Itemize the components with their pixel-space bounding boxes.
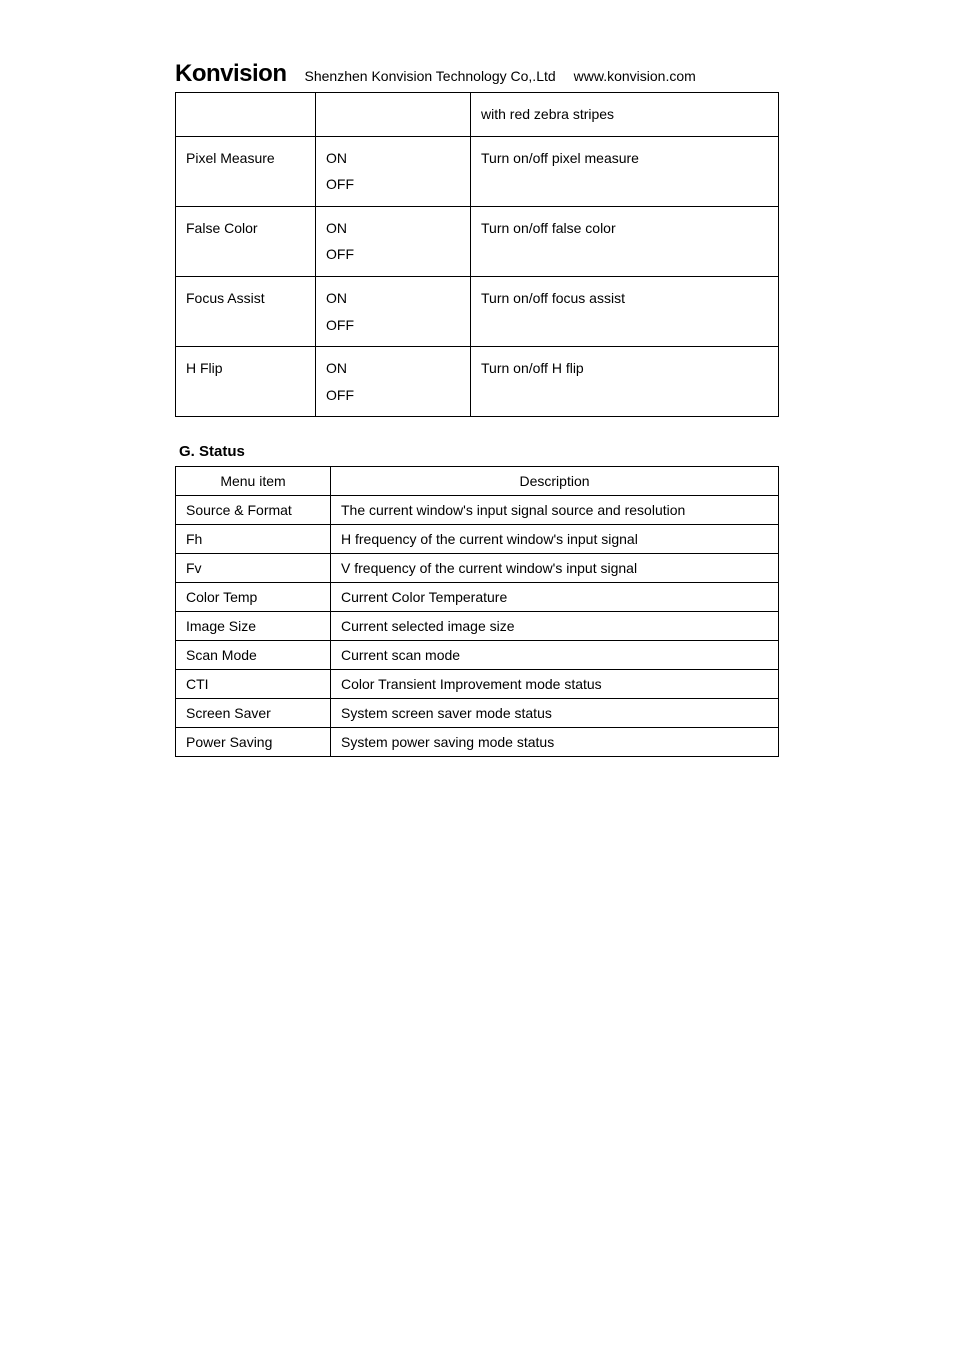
status-table-header-desc: Description (331, 467, 779, 496)
options-table-menu-cell: Pixel Measure (176, 136, 316, 206)
options-table-options-cell: ON OFF (316, 136, 471, 206)
status-table-menu-cell: Source & Format (176, 496, 331, 525)
options-table-desc-cell: Turn on/off focus assist (471, 276, 779, 346)
status-table-desc-cell: System power saving mode status (331, 728, 779, 757)
options-table-menu-cell: False Color (176, 206, 316, 276)
section-title-status: G. Status (179, 443, 779, 460)
options-table-desc-cell: Turn on/off pixel measure (471, 136, 779, 206)
status-table-desc-cell: Current selected image size (331, 612, 779, 641)
status-table-menu-cell: Power Saving (176, 728, 331, 757)
options-table-options-cell: ON OFF (316, 276, 471, 346)
status-table-desc-cell: V frequency of the current window's inpu… (331, 554, 779, 583)
status-table-menu-cell: Scan Mode (176, 641, 331, 670)
options-table-options-cell: ON OFF (316, 206, 471, 276)
status-table-desc-cell: Color Transient Improvement mode status (331, 670, 779, 699)
status-table-menu-cell: Fv (176, 554, 331, 583)
options-table-menu-cell (176, 93, 316, 136)
options-table-options-cell: ON OFF (316, 347, 471, 417)
options-table-menu-cell: H Flip (176, 347, 316, 417)
status-table-desc-cell: Current Color Temperature (331, 583, 779, 612)
company-name: Shenzhen Konvision Technology Co,.Ltd (305, 68, 556, 84)
status-table-desc-cell: H frequency of the current window's inpu… (331, 525, 779, 554)
status-table-menu-cell: CTI (176, 670, 331, 699)
status-table-menu-cell: Screen Saver (176, 699, 331, 728)
options-table-options-cell (316, 93, 471, 136)
logo: Konvision (175, 60, 287, 88)
options-table: with red zebra stripesPixel MeasureON OF… (175, 93, 779, 417)
status-table-menu-cell: Fh (176, 525, 331, 554)
options-table-desc-cell: with red zebra stripes (471, 93, 779, 136)
options-table-menu-cell: Focus Assist (176, 276, 316, 346)
status-table: Menu item Description Source & FormatThe… (175, 466, 779, 757)
options-table-desc-cell: Turn on/off false color (471, 206, 779, 276)
company-url: www.konvision.com (574, 68, 696, 84)
status-table-desc-cell: Current scan mode (331, 641, 779, 670)
page-header: Konvision Shenzhen Konvision Technology … (175, 60, 779, 93)
options-table-desc-cell: Turn on/off H flip (471, 347, 779, 417)
status-table-desc-cell: System screen saver mode status (331, 699, 779, 728)
status-table-header-menu: Menu item (176, 467, 331, 496)
status-table-menu-cell: Image Size (176, 612, 331, 641)
status-table-desc-cell: The current window's input signal source… (331, 496, 779, 525)
status-table-menu-cell: Color Temp (176, 583, 331, 612)
